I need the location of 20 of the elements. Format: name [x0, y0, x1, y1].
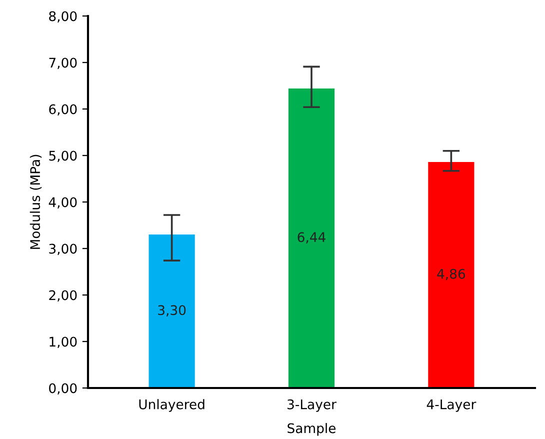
y-tick-label: 8,00 — [49, 11, 77, 23]
y-tick-label: 2,00 — [49, 290, 77, 302]
y-tick-label: 4,00 — [48, 197, 77, 209]
x-axis-title: Sample — [288, 422, 336, 436]
bar — [148, 234, 195, 388]
y-tick-label: 5,00 — [49, 150, 77, 162]
y-tick-label: 0,00 — [49, 383, 77, 395]
x-tick-label: 4-Layer — [426, 400, 476, 412]
data-label: 6,44 — [298, 232, 326, 244]
y-tick-label: 7,00 — [49, 58, 77, 70]
y-axis-title: Modulus (MPa) — [30, 154, 42, 249]
data-label: 3,30 — [158, 305, 186, 316]
y-tick-label: 1,00 — [50, 336, 77, 348]
x-tick-label: Unlayered — [139, 399, 204, 412]
bar — [428, 162, 474, 388]
data-label: 4,86 — [437, 268, 466, 280]
x-tick-label: 3-Layer — [288, 399, 336, 412]
y-tick-label: 3,00 — [49, 244, 77, 256]
bar — [288, 88, 335, 388]
y-tick-label: 6,00 — [49, 104, 77, 116]
